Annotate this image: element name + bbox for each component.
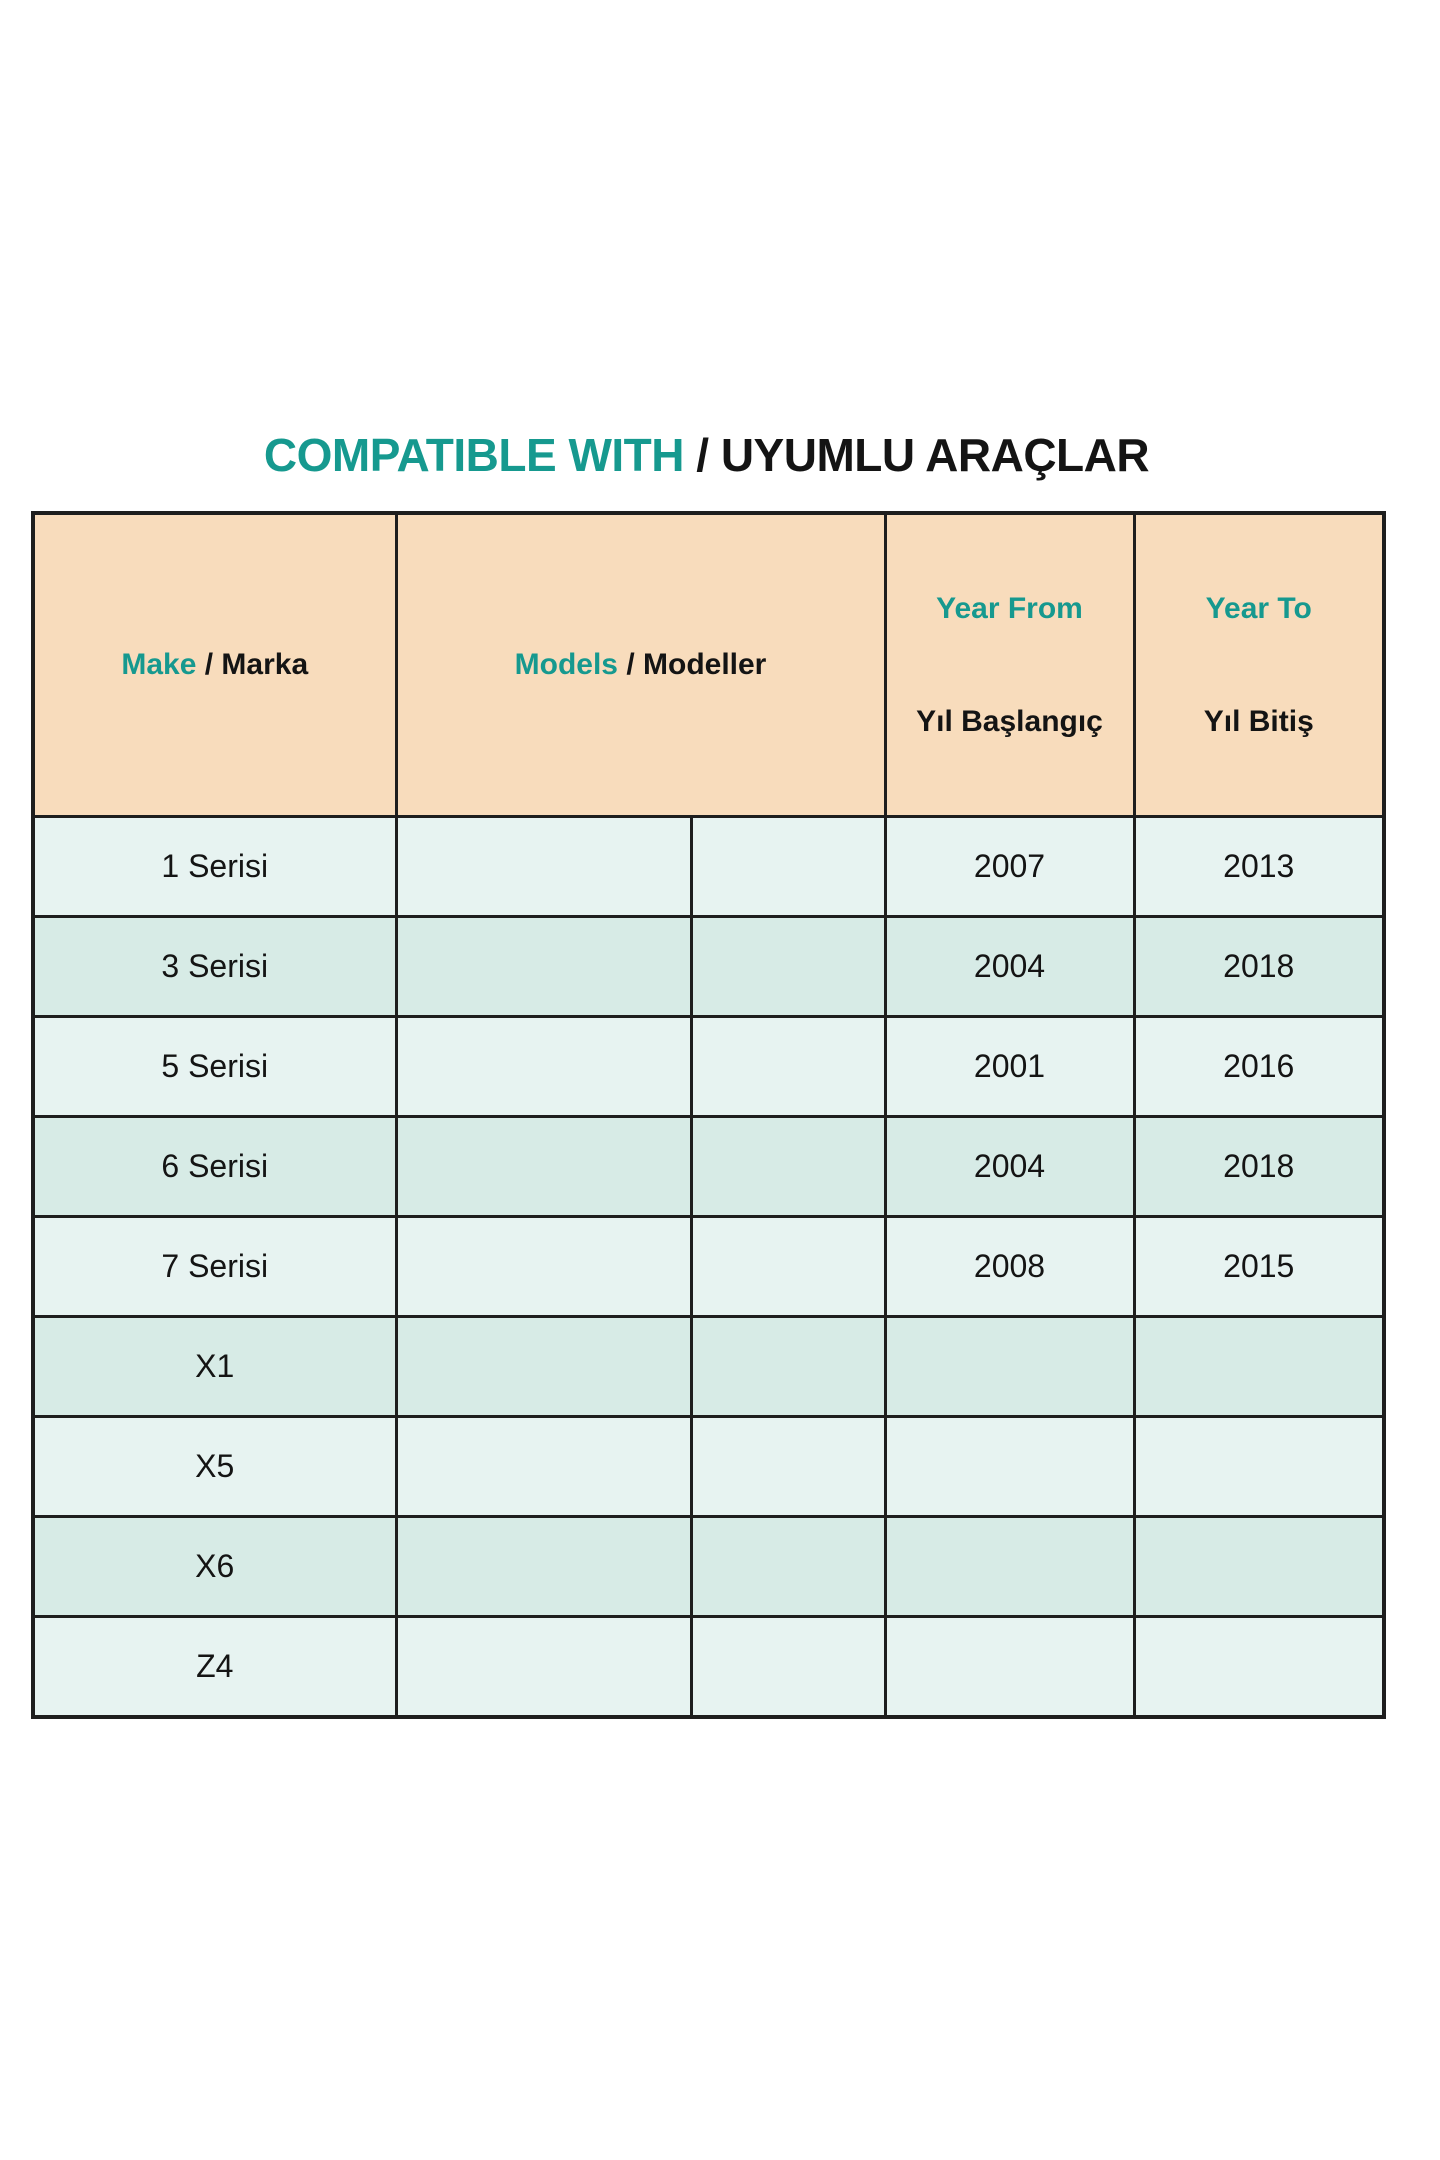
- make-cell: X5: [31, 1415, 398, 1518]
- compatibility-table: Make / Marka Models / Modeller Year From…: [31, 511, 1386, 1719]
- make-cell: 3 Serisi: [31, 915, 398, 1018]
- model-cell-right: [689, 1515, 887, 1618]
- model-cell-right: [689, 1115, 887, 1218]
- year-to-cell: [1132, 1515, 1386, 1618]
- year-from-cell: 2004: [883, 915, 1136, 1018]
- model-cell-right: [689, 815, 887, 918]
- table-row: Z4: [31, 1615, 1386, 1718]
- table-header: Make / Marka Models / Modeller Year From…: [31, 511, 1386, 818]
- year-to-cell: 2018: [1132, 1115, 1386, 1218]
- model-cell-left: [394, 1015, 693, 1118]
- make-cell: X1: [31, 1315, 398, 1418]
- table-row: 5 Serisi 2001 2016: [31, 1015, 1386, 1118]
- year-from-cell: 2001: [883, 1015, 1136, 1118]
- header-year-from-tr: Yıl Başlangıç: [916, 704, 1103, 738]
- table-row: X1: [31, 1315, 1386, 1418]
- header-year-to-tr: Yıl Bitiş: [1203, 704, 1314, 738]
- model-cell-left: [394, 1515, 693, 1618]
- table-header-row: Make / Marka Models / Modeller Year From…: [31, 511, 1386, 818]
- model-cell-left: [394, 1615, 693, 1718]
- page-title: COMPATIBLE WITH / UYUMLU ARAÇLAR: [31, 430, 1382, 481]
- make-cell: 6 Serisi: [31, 1115, 398, 1218]
- header-year-to: Year To Yıl Bitiş: [1132, 511, 1386, 818]
- year-to-cell: [1132, 1315, 1386, 1418]
- model-cell-left: [394, 1315, 693, 1418]
- header-make: Make / Marka: [31, 511, 398, 818]
- year-from-cell: [883, 1515, 1136, 1618]
- page-title-rest: / UYUMLU ARAÇLAR: [683, 429, 1150, 481]
- header-models: Models / Modeller: [394, 511, 887, 818]
- page-title-highlight: COMPATIBLE WITH: [263, 429, 685, 481]
- model-cell-right: [689, 1315, 887, 1418]
- year-from-cell: 2007: [883, 815, 1136, 918]
- year-to-cell: 2016: [1132, 1015, 1386, 1118]
- model-cell-left: [394, 915, 693, 1018]
- table-row: 7 Serisi 2008 2015: [31, 1215, 1386, 1318]
- make-cell: 1 Serisi: [31, 815, 398, 918]
- header-make-tr: / Marka: [196, 648, 309, 682]
- model-cell-left: [394, 1115, 693, 1218]
- table-row: X6: [31, 1515, 1386, 1618]
- header-models-en: Models: [514, 648, 618, 682]
- header-year-from: Year From Yıl Başlangıç: [883, 511, 1136, 818]
- model-cell-right: [689, 915, 887, 1018]
- make-cell: 5 Serisi: [31, 1015, 398, 1118]
- model-cell-left: [394, 815, 693, 918]
- year-from-cell: [883, 1415, 1136, 1518]
- model-cell-right: [689, 1615, 887, 1718]
- model-cell-right: [689, 1015, 887, 1118]
- table-body: 1 Serisi 2007 2013 3 Serisi 2004 2018 5 …: [31, 815, 1386, 1718]
- table-row: 6 Serisi 2004 2018: [31, 1115, 1386, 1218]
- year-from-cell: [883, 1615, 1136, 1718]
- header-make-en: Make: [121, 648, 197, 682]
- year-to-cell: 2015: [1132, 1215, 1386, 1318]
- table-row: X5: [31, 1415, 1386, 1518]
- model-cell-right: [689, 1215, 887, 1318]
- year-to-cell: [1132, 1615, 1386, 1718]
- table-row: 1 Serisi 2007 2013: [31, 815, 1386, 918]
- year-to-cell: 2018: [1132, 915, 1386, 1018]
- year-from-cell: 2008: [883, 1215, 1136, 1318]
- table-row: 3 Serisi 2004 2018: [31, 915, 1386, 1018]
- year-to-cell: [1132, 1415, 1386, 1518]
- header-year-from-en: Year From: [936, 592, 1083, 625]
- make-cell: 7 Serisi: [31, 1215, 398, 1318]
- year-to-cell: 2013: [1132, 815, 1386, 918]
- model-cell-left: [394, 1215, 693, 1318]
- make-cell: Z4: [31, 1615, 398, 1718]
- header-models-tr: / Modeller: [618, 648, 767, 682]
- model-cell-right: [689, 1415, 887, 1518]
- year-from-cell: [883, 1315, 1136, 1418]
- model-cell-left: [394, 1415, 693, 1518]
- header-year-to-en: Year To: [1205, 592, 1312, 625]
- make-cell: X6: [31, 1515, 398, 1618]
- year-from-cell: 2004: [883, 1115, 1136, 1218]
